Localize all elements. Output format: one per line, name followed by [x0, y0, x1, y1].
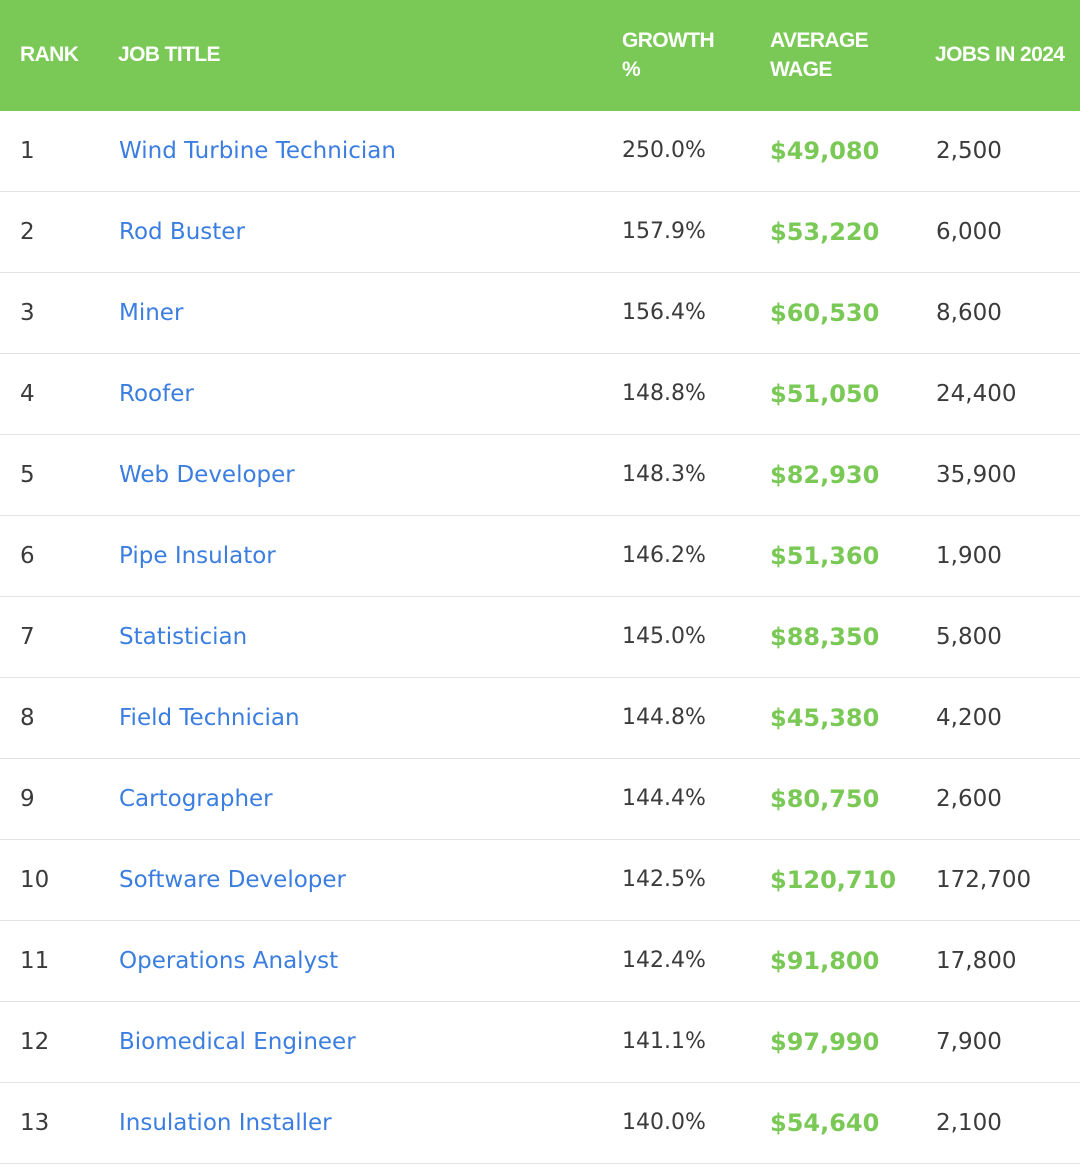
rank-cell: 5	[20, 462, 35, 488]
rank-cell: 3	[20, 300, 35, 326]
growth-cell: 148.8%	[622, 381, 706, 406]
jobs-cell: 1,900	[936, 543, 1002, 569]
job-title-link[interactable]: Web Developer	[119, 462, 295, 488]
wage-cell: $88,350	[770, 623, 880, 651]
header-average-wage: AVERAGE WAGE	[770, 29, 869, 81]
jobs-cell: 35,900	[936, 462, 1017, 488]
job-title-link[interactable]: Software Developer	[119, 867, 346, 893]
wage-cell: $91,800	[770, 947, 880, 975]
job-title-link[interactable]: Wind Turbine Technician	[119, 138, 396, 164]
jobs-cell: 172,700	[936, 867, 1032, 893]
table-row: 7 Statistician 145.0% $88,350 5,800	[0, 597, 1080, 678]
header-rank: RANK	[20, 43, 79, 66]
jobs-cell: 5,800	[936, 624, 1002, 650]
rank-cell: 13	[20, 1110, 50, 1136]
table-row: 2 Rod Buster 157.9% $53,220 6,000	[0, 192, 1080, 273]
wage-cell: $80,750	[770, 785, 880, 813]
wage-cell: $51,050	[770, 380, 880, 408]
wage-cell: $45,380	[770, 704, 880, 732]
header-jobs-2024: JOBS IN 2024	[935, 43, 1065, 66]
job-title-link[interactable]: Rod Buster	[119, 219, 245, 245]
wage-cell: $82,930	[770, 461, 880, 489]
table-row: 5 Web Developer 148.3% $82,930 35,900	[0, 435, 1080, 516]
jobs-cell: 24,400	[936, 381, 1017, 407]
job-title-link[interactable]: Statistician	[119, 624, 248, 650]
jobs-cell: 17,800	[936, 948, 1017, 974]
growth-cell: 157.9%	[622, 219, 706, 244]
growth-cell: 144.8%	[622, 705, 706, 730]
wage-cell: $54,640	[770, 1109, 880, 1137]
jobs-cell: 2,500	[936, 138, 1002, 164]
job-title-link[interactable]: Roofer	[119, 381, 194, 407]
table-row: 1 Wind Turbine Technician 250.0% $49,080…	[0, 111, 1080, 192]
jobs-cell: 7,900	[936, 1029, 1002, 1055]
rank-cell: 4	[20, 381, 35, 407]
job-title-link[interactable]: Biomedical Engineer	[119, 1029, 356, 1055]
wage-cell: $51,360	[770, 542, 880, 570]
table-header: RANK JOB TITLE GROWTH % AVERAGE WAGE JOB…	[0, 0, 1080, 111]
wage-cell: $120,710	[770, 866, 897, 894]
job-title-link[interactable]: Miner	[119, 300, 184, 326]
table-row: 11 Operations Analyst 142.4% $91,800 17,…	[0, 921, 1080, 1002]
wage-cell: $49,080	[770, 137, 880, 165]
growth-cell: 144.4%	[622, 786, 706, 811]
table-row: 3 Miner 156.4% $60,530 8,600	[0, 273, 1080, 354]
table-row: 8 Field Technician 144.8% $45,380 4,200	[0, 678, 1080, 759]
header-growth: GROWTH %	[622, 29, 715, 81]
rank-cell: 7	[20, 624, 35, 650]
rank-cell: 1	[20, 138, 35, 164]
jobs-cell: 8,600	[936, 300, 1002, 326]
rank-cell: 11	[20, 948, 50, 974]
jobs-cell: 4,200	[936, 705, 1002, 731]
rank-cell: 12	[20, 1029, 50, 1055]
growth-cell: 148.3%	[622, 462, 706, 487]
jobs-cell: 6,000	[936, 219, 1002, 245]
rank-cell: 6	[20, 543, 35, 569]
growth-cell: 146.2%	[622, 543, 706, 568]
job-title-link[interactable]: Insulation Installer	[119, 1110, 332, 1136]
table-row: 4 Roofer 148.8% $51,050 24,400	[0, 354, 1080, 435]
table-row: 6 Pipe Insulator 146.2% $51,360 1,900	[0, 516, 1080, 597]
job-title-link[interactable]: Cartographer	[119, 786, 273, 812]
job-title-link[interactable]: Pipe Insulator	[119, 543, 276, 569]
wage-cell: $97,990	[770, 1028, 880, 1056]
wage-cell: $53,220	[770, 218, 880, 246]
table-row: 13 Insulation Installer 140.0% $54,640 2…	[0, 1083, 1080, 1164]
growth-cell: 145.0%	[622, 624, 706, 649]
jobs-cell: 2,100	[936, 1110, 1002, 1136]
rank-cell: 8	[20, 705, 35, 731]
growth-cell: 250.0%	[622, 138, 706, 163]
job-title-link[interactable]: Field Technician	[119, 705, 300, 731]
growth-cell: 142.5%	[622, 867, 706, 892]
rank-cell: 10	[20, 867, 50, 893]
table-row: 9 Cartographer 144.4% $80,750 2,600	[0, 759, 1080, 840]
growth-cell: 156.4%	[622, 300, 706, 325]
growth-cell: 141.1%	[622, 1029, 706, 1054]
job-title-link[interactable]: Operations Analyst	[119, 948, 339, 974]
rank-cell: 2	[20, 219, 35, 245]
table-row: 12 Biomedical Engineer 141.1% $97,990 7,…	[0, 1002, 1080, 1083]
jobs-cell: 2,600	[936, 786, 1002, 812]
header-job-title: JOB TITLE	[118, 43, 221, 66]
wage-cell: $60,530	[770, 299, 880, 327]
growth-cell: 140.0%	[622, 1110, 706, 1135]
growth-cell: 142.4%	[622, 948, 706, 973]
rank-cell: 9	[20, 786, 35, 812]
table-row: 10 Software Developer 142.5% $120,710 17…	[0, 840, 1080, 921]
